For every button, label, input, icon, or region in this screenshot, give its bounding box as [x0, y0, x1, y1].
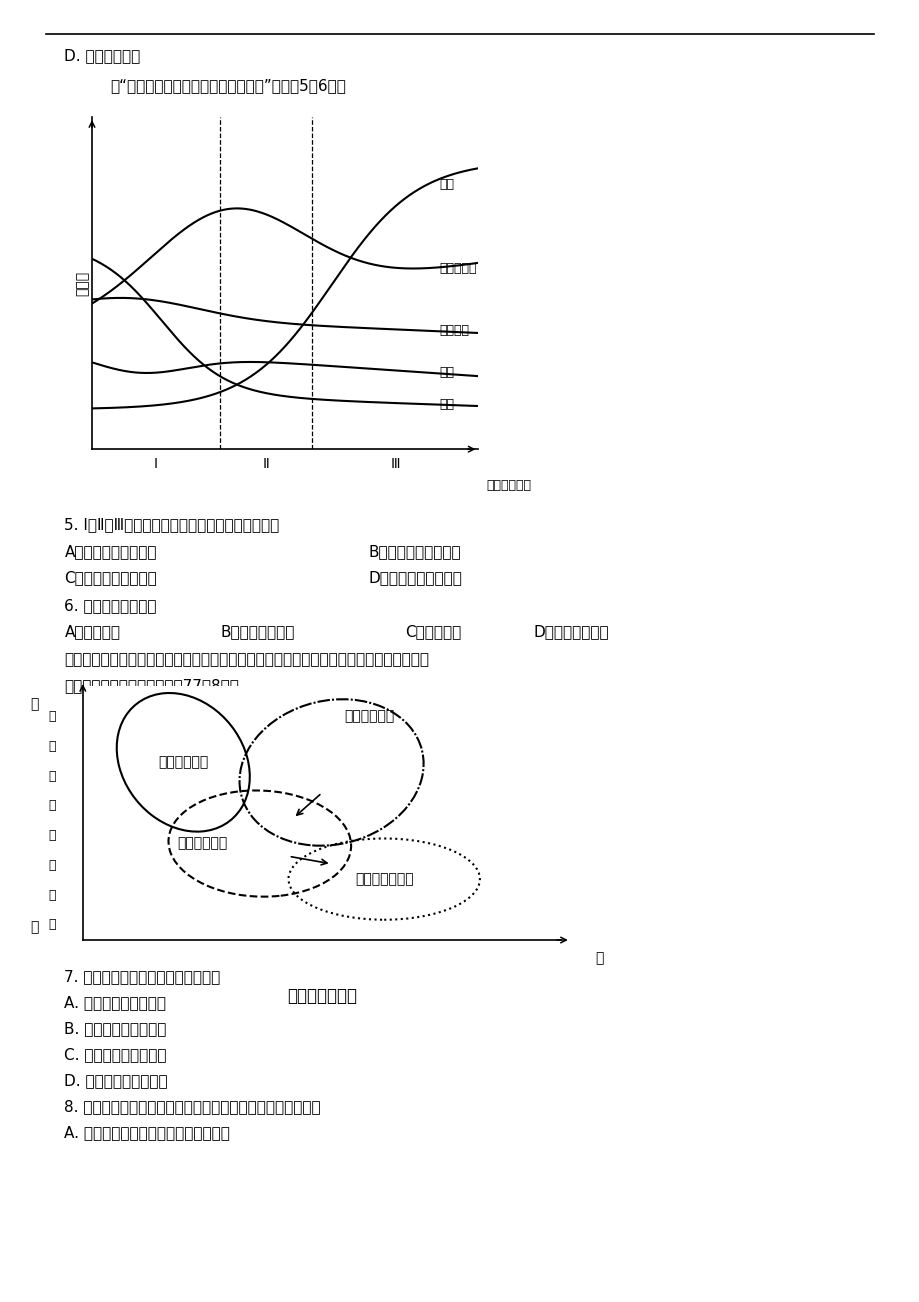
Text: 5. Ⅰ、Ⅱ、Ⅲ时期，该类工业区位的主导因素分别是: 5. Ⅰ、Ⅱ、Ⅲ时期，该类工业区位的主导因素分别是 [64, 517, 279, 533]
Text: 汽车工业的核心技术包括产品设计、发动机制造等环节。读日本汽车工业在亚洲部分地区的: 汽车工业的核心技术包括产品设计、发动机制造等环节。读日本汽车工业在亚洲部分地区的 [64, 652, 429, 668]
Text: A. 技术水平高，可保障产品标准化程度: A. 技术水平高，可保障产品标准化程度 [64, 1125, 230, 1141]
Text: D. 低标准化、高附加值: D. 低标准化、高附加值 [64, 1073, 168, 1088]
Text: 附: 附 [48, 859, 55, 872]
Text: C、钓鐵工业: C、钓鐵工业 [404, 624, 460, 639]
Text: 量: 量 [48, 799, 55, 812]
Text: 交通运输: 交通运输 [439, 324, 470, 337]
Text: D. 为资源丰富区: D. 为资源丰富区 [64, 48, 141, 64]
Text: 产品标准化程度: 产品标准化程度 [287, 987, 357, 1005]
Text: 市场: 市场 [439, 177, 454, 190]
Text: 原料: 原料 [439, 397, 454, 410]
Text: A、原料、交通、燃料: A、原料、交通、燃料 [64, 544, 157, 560]
Text: 含: 含 [48, 769, 55, 783]
Text: B、普通服装工业: B、普通服装工业 [221, 624, 295, 639]
Text: B、交通、燃料、市场: B、交通、燃料、市场 [368, 544, 460, 560]
Text: 日本国内生产: 日本国内生产 [158, 755, 209, 769]
Text: 高: 高 [30, 697, 40, 711]
Text: 东亚日资企业: 东亚日资企业 [345, 710, 394, 724]
Text: 值: 值 [48, 918, 55, 931]
Text: 燃料: 燃料 [439, 366, 454, 379]
Text: 劳动力素质: 劳动力素质 [439, 262, 477, 275]
Text: 7. 日本汽车工业在国外生产的特点是: 7. 日本汽车工业在国外生产的特点是 [64, 969, 221, 984]
Y-axis label: 影响力: 影响力 [75, 271, 89, 296]
Text: 技: 技 [48, 710, 55, 723]
Text: 低: 低 [30, 921, 40, 935]
Text: 加: 加 [48, 888, 55, 901]
Text: A. 高标准化、高附加值: A. 高标准化、高附加值 [64, 995, 166, 1010]
Text: 6. 该工业最有可能是: 6. 该工业最有可能是 [64, 598, 157, 613]
Text: 读“某类工业的区位因素影响力变化图”，回哇5－6题。: 读“某类工业的区位因素影响力变化图”，回哇5－6题。 [110, 78, 346, 94]
Text: 高: 高 [595, 950, 603, 965]
Text: B. 高标准化、低附加值: B. 高标准化、低附加值 [64, 1021, 166, 1036]
Text: 术: 术 [48, 740, 55, 753]
Text: 东南亚本土企业: 东南亚本土企业 [355, 872, 413, 887]
Text: 8. 与日本相比，中国本土吸引日本汽车产业流入的优势不包括: 8. 与日本相比，中国本土吸引日本汽车产业流入的优势不包括 [64, 1099, 321, 1115]
Text: A、制糖工业: A、制糖工业 [64, 624, 120, 639]
Text: 国际分工形态图，据此，完成77－8题。: 国际分工形态图，据此，完成77－8题。 [64, 678, 239, 694]
Text: D、精密仪表工业: D、精密仪表工业 [533, 624, 608, 639]
Text: 中国本土企业: 中国本土企业 [177, 837, 227, 850]
Text: 和: 和 [48, 829, 55, 842]
Text: D、原料、燃料、市场: D、原料、燃料、市场 [368, 570, 461, 586]
Text: 时间（阶段）: 时间（阶段） [486, 479, 531, 492]
Text: C、燃料、原料、市场: C、燃料、原料、市场 [64, 570, 157, 586]
Text: C. 低标准化、低附加值: C. 低标准化、低附加值 [64, 1047, 166, 1062]
